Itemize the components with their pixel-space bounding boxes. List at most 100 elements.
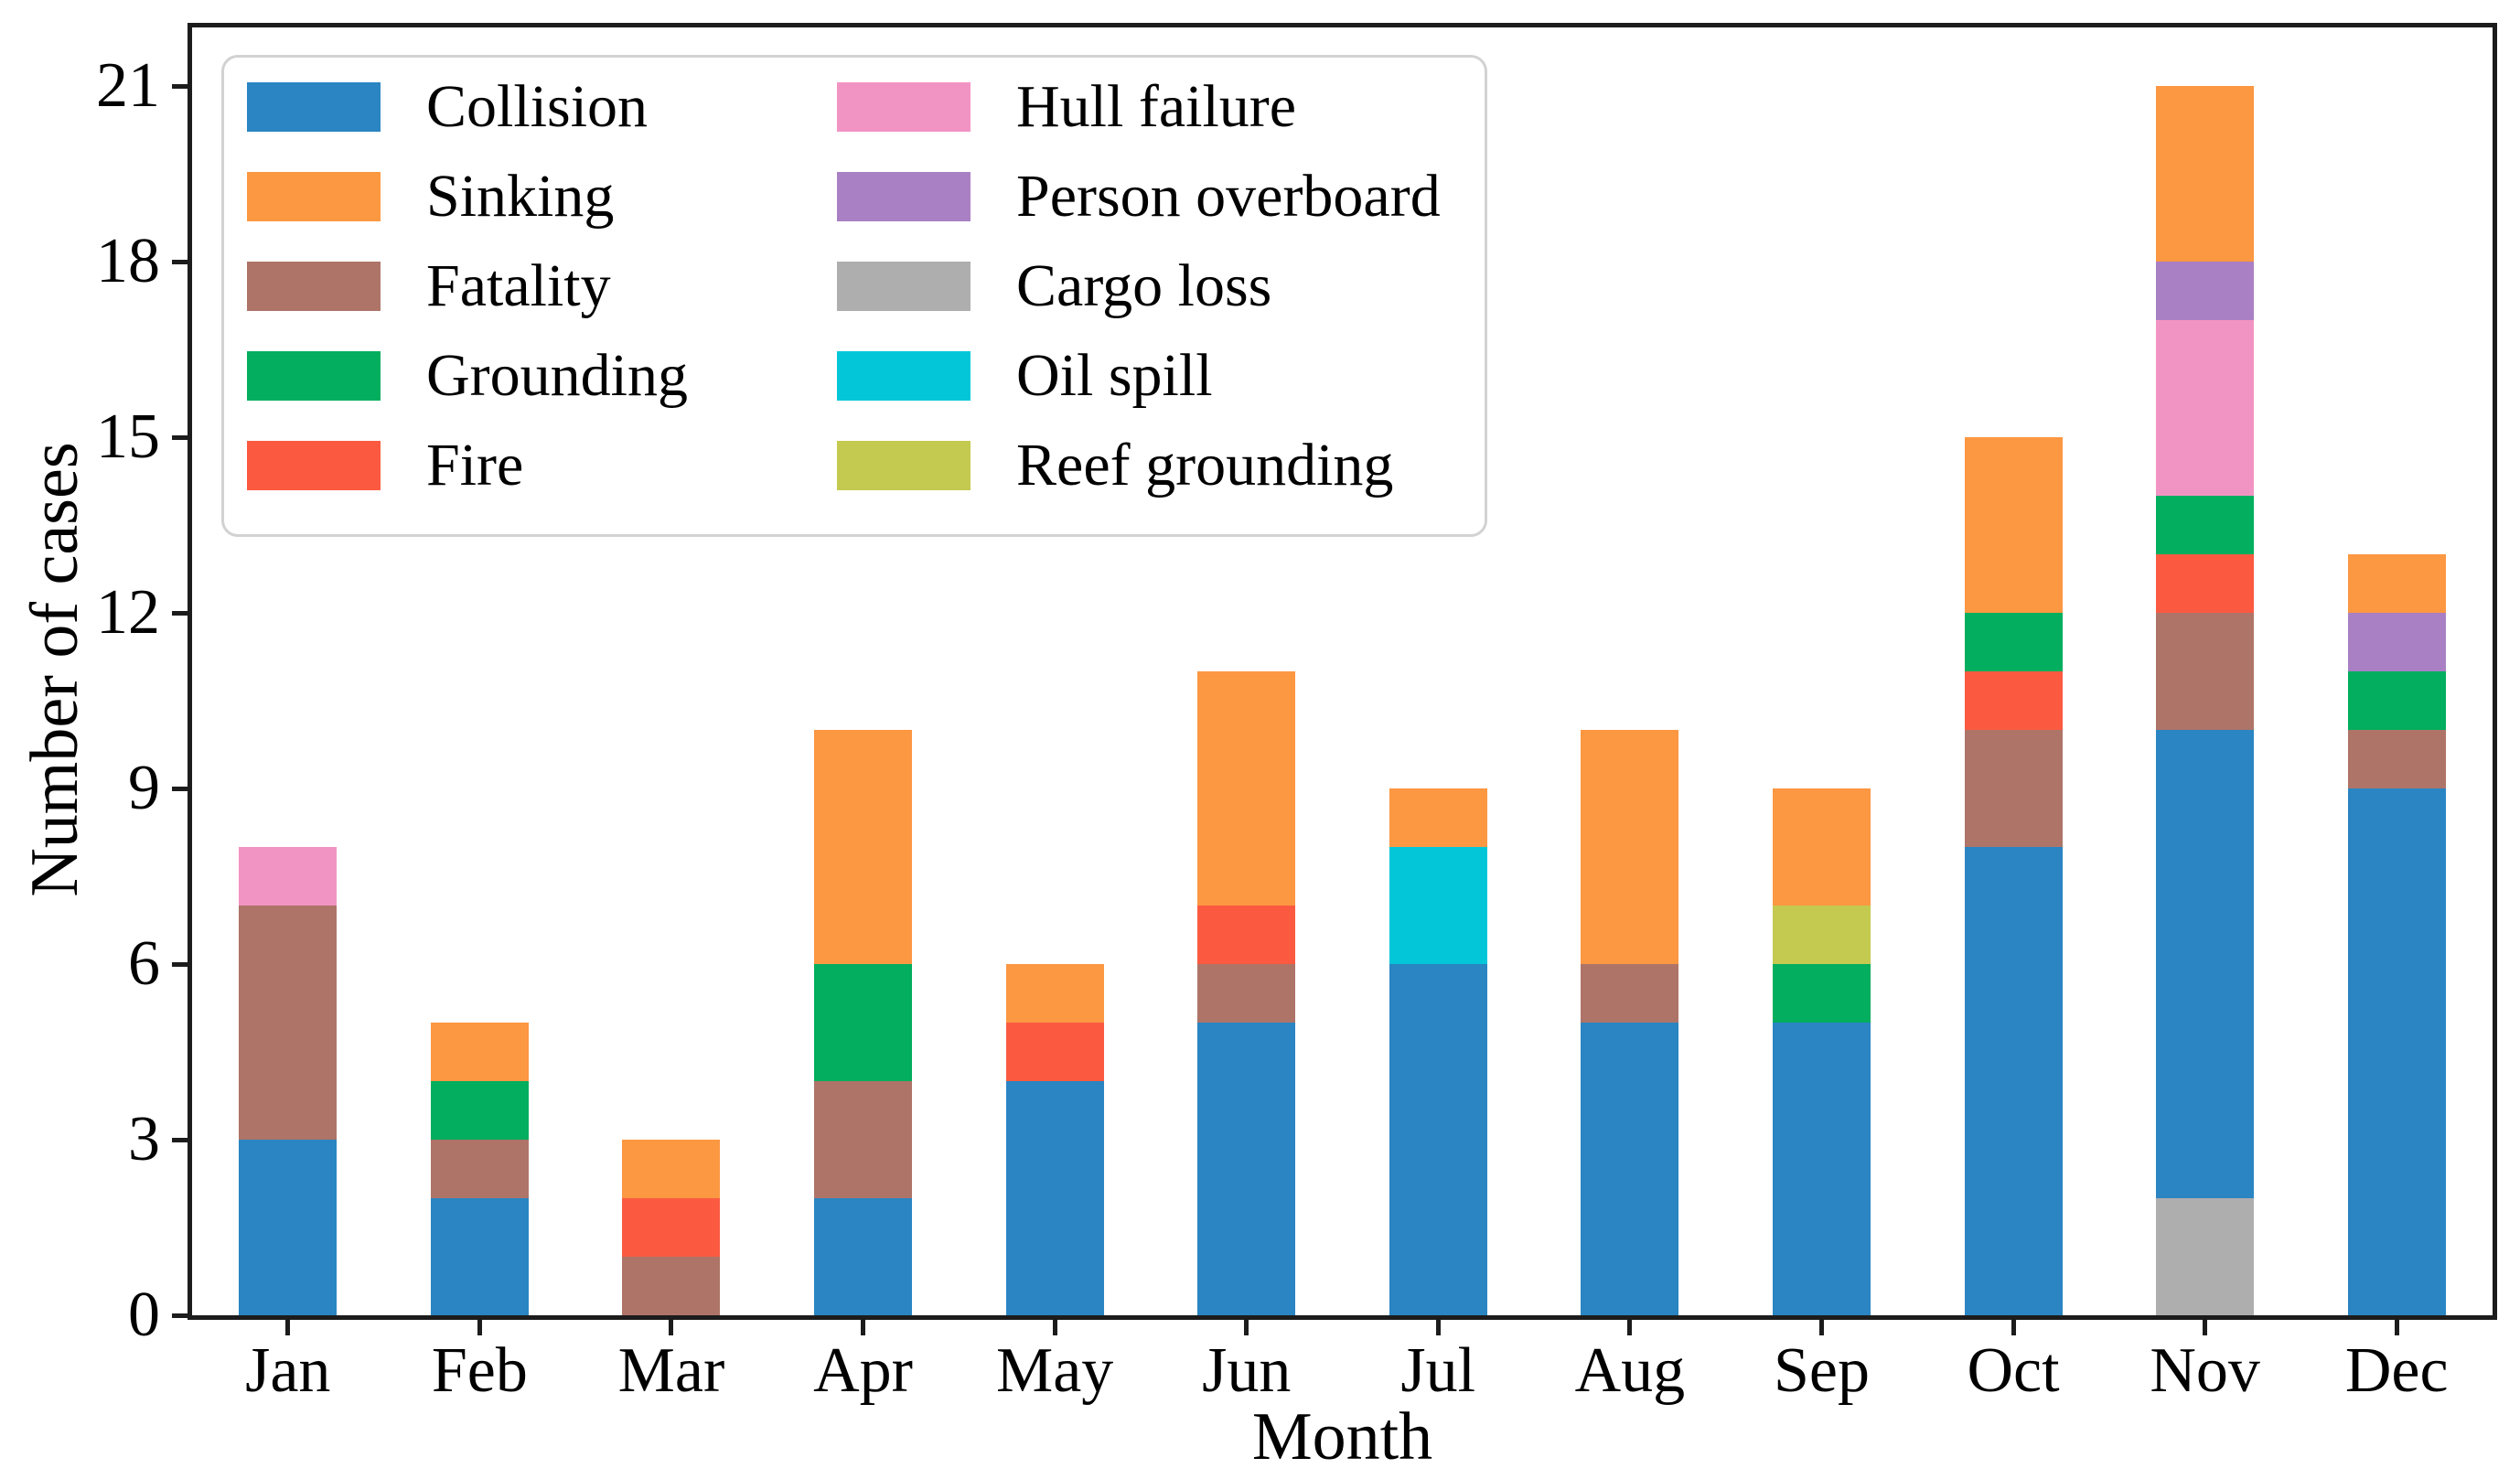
legend-label: Fire (426, 432, 524, 498)
bar-segment (2156, 730, 2255, 1198)
y-tick-label: 9 (128, 753, 160, 823)
y-tick-label: 0 (128, 1280, 160, 1350)
legend-swatch-oil-spill (837, 351, 970, 401)
x-tick-mark (285, 1320, 291, 1335)
legend-swatch-cargo-loss (837, 262, 970, 311)
bar-segment (2156, 86, 2255, 262)
y-tick-label: 15 (96, 402, 160, 472)
y-tick-mark (172, 1137, 188, 1142)
x-tick-mark (2203, 1320, 2208, 1335)
legend-swatch-sinking (247, 172, 381, 221)
bar-segment (430, 1023, 529, 1081)
x-tick-label: Jan (245, 1335, 331, 1406)
bar-segment (1581, 964, 1679, 1023)
y-axis-label: Number of cases (17, 442, 92, 897)
bar-segment (1964, 847, 2063, 1315)
bar-segment (622, 1140, 721, 1198)
bar-segment (1772, 906, 1871, 964)
bar-segment (1197, 964, 1296, 1023)
bar-segment (1581, 730, 1679, 964)
y-tick-mark (172, 961, 188, 967)
legend: Collision Sinking Fatality Grounding Fire Hul… (221, 55, 1487, 537)
legend-label: Hull failure (1016, 73, 1297, 140)
legend-item: Fire (247, 435, 523, 496)
bar-segment (2156, 1198, 2255, 1315)
bar-segment (430, 1081, 529, 1140)
bar-segment (1389, 788, 1487, 847)
y-tick-mark (172, 610, 188, 616)
bar-segment (2347, 788, 2446, 1315)
legend-label: Fatality (426, 252, 611, 319)
x-tick-label: Jul (1400, 1335, 1476, 1406)
x-tick-mark (1244, 1320, 1249, 1335)
y-tick-label: 21 (96, 50, 160, 121)
legend-item: Fatality (247, 256, 611, 316)
x-axis-label: Month (1251, 1399, 1433, 1474)
x-tick-mark (2011, 1320, 2016, 1335)
bar-segment (430, 1198, 529, 1315)
bar-segment (2347, 613, 2446, 671)
x-tick-label: Aug (1574, 1335, 1686, 1406)
y-tick-mark (172, 83, 188, 89)
y-tick-mark (172, 1313, 188, 1318)
bar-segment (430, 1140, 529, 1198)
bar-segment (1197, 671, 1296, 906)
legend-swatch-person-overboard (837, 172, 970, 221)
bar-segment (1005, 1081, 1104, 1315)
bar-segment (2156, 496, 2255, 554)
bar-segment (814, 730, 913, 964)
x-tick-mark (1052, 1320, 1057, 1335)
legend-label: Oil spill (1016, 342, 1213, 409)
x-tick-label: Apr (813, 1335, 913, 1406)
y-tick-mark (172, 786, 188, 791)
legend-label: Person overboard (1016, 163, 1441, 230)
bar-segment (1772, 1023, 1871, 1315)
y-tick-mark (172, 259, 188, 264)
x-tick-label: May (995, 1335, 1114, 1406)
bar-segment (1964, 671, 2063, 730)
bar-segment (2347, 554, 2446, 613)
bar-segment (1772, 788, 1871, 906)
bar-segment (814, 1198, 913, 1315)
x-tick-mark (1818, 1320, 1824, 1335)
bar-segment (1964, 730, 2063, 847)
x-tick-label: Nov (2150, 1335, 2260, 1406)
legend-label: Reef grounding (1016, 432, 1394, 498)
x-tick-mark (669, 1320, 674, 1335)
legend-swatch-fire (247, 441, 381, 490)
legend-item: Reef grounding (837, 435, 1393, 496)
bar-segment (2347, 730, 2446, 788)
x-tick-mark (1627, 1320, 1633, 1335)
bar-segment (239, 1140, 338, 1315)
legend-item: Collision (247, 77, 648, 137)
legend-swatch-grounding (247, 351, 381, 401)
x-tick-label: Sep (1773, 1335, 1870, 1406)
bar-segment (1964, 613, 2063, 671)
legend-item: Sinking (247, 166, 614, 227)
legend-item: Oil spill (837, 346, 1213, 406)
bar-segment (1772, 964, 1871, 1023)
bar-segment (1197, 906, 1296, 964)
bar-segment (1581, 1023, 1679, 1315)
bar-segment (239, 847, 338, 906)
legend-item: Person overboard (837, 166, 1441, 227)
legend-swatch-reef-grounding (837, 441, 970, 490)
bar-segment (814, 964, 913, 1081)
x-tick-mark (1435, 1320, 1441, 1335)
legend-item: Grounding (247, 346, 688, 406)
bar-segment (814, 1081, 913, 1198)
x-tick-label: Mar (617, 1335, 725, 1406)
legend-swatch-hull-failure (837, 82, 970, 132)
x-tick-mark (2394, 1320, 2399, 1335)
x-tick-label: Dec (2344, 1335, 2449, 1406)
y-tick-label: 6 (128, 928, 160, 999)
x-tick-label: Oct (1967, 1335, 2060, 1406)
legend-label: Collision (426, 73, 649, 140)
bar-segment (2156, 320, 2255, 496)
bar-segment (622, 1257, 721, 1315)
legend-label: Sinking (426, 163, 615, 230)
x-tick-label: Jun (1202, 1335, 1292, 1406)
bar-segment (1197, 1023, 1296, 1315)
bar-segment (622, 1198, 721, 1257)
